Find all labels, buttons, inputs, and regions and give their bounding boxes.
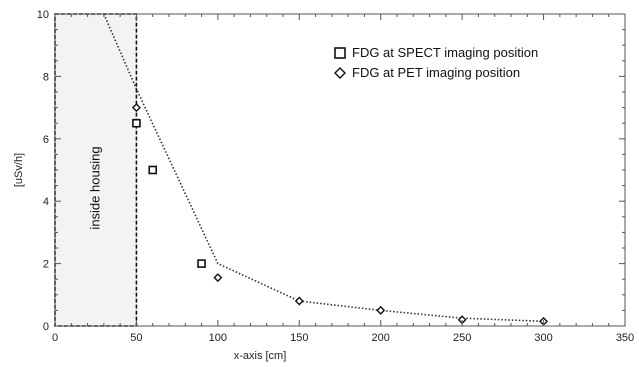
pet-point-1: [213, 273, 223, 283]
legend-label-pet: FDG at PET imaging position: [352, 65, 520, 80]
legend-label-spect: FDG at SPECT imaging position: [352, 45, 538, 60]
fit-line: [103, 13, 544, 323]
spect-point-2: [197, 259, 206, 268]
spect-point-0: [132, 118, 141, 128]
x-tick-label: 200: [372, 332, 390, 344]
fit-line-layer: [103, 13, 544, 323]
pet-point-3: [376, 305, 386, 315]
axes-layer: 0 50 100 150 200 250 300 350 0 2 4 6 8 10 x-axis [cm] […: [13, 9, 634, 362]
region-layer: inside housing: [54, 13, 138, 327]
region-label: inside housing: [88, 146, 103, 229]
x-axis-title: x-axis [cm]: [234, 350, 287, 362]
x-tick-label: 100: [209, 332, 227, 344]
y-tick-label: 10: [37, 9, 49, 21]
legend-marker-spect: [334, 47, 346, 59]
x-tick-label: 50: [130, 332, 142, 344]
x-tick-label: 150: [290, 332, 308, 344]
legend: FDG at SPECT imaging position FDG at PET …: [334, 45, 538, 80]
x-tick-label: 0: [52, 332, 58, 344]
y-tick-label: 6: [43, 134, 49, 146]
plot-frame: [54, 13, 626, 327]
y-tick-label: 0: [43, 321, 49, 333]
y-tick-label: 4: [43, 196, 49, 208]
legend-marker-pet: [334, 67, 346, 79]
x-tick-label: 350: [616, 332, 634, 344]
spect-point-1: [148, 165, 158, 175]
y-axis-title: [uSv/h]: [13, 153, 25, 187]
y-tick-label: 8: [43, 71, 49, 83]
x-tick-label: 250: [453, 332, 471, 344]
x-tick-label: 300: [534, 332, 552, 344]
pet-point-0: [131, 103, 141, 113]
inside-housing-region: [54, 13, 138, 327]
y-tick-label: 2: [43, 259, 49, 271]
pet-point-2: [294, 296, 304, 306]
points-layer: [131, 103, 549, 326]
